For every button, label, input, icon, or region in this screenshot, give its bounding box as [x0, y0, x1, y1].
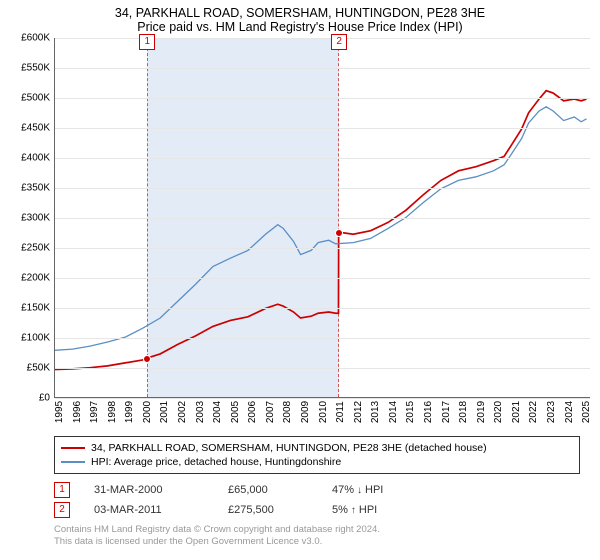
y-tick-label: £250K [21, 243, 50, 254]
chart-title-block: 34, PARKHALL ROAD, SOMERSHAM, HUNTINGDON… [10, 6, 590, 34]
sale-date-2: 03-MAR-2011 [94, 504, 204, 516]
x-tick-label: 1995 [54, 401, 65, 423]
y-tick-label: £300K [21, 213, 50, 224]
chart-title-subtitle: Price paid vs. HM Land Registry's House … [10, 20, 590, 34]
y-tick-label: £350K [21, 183, 50, 194]
sales-table: 1 31-MAR-2000 £65,000 47% ↓ HPI 2 03-MAR… [54, 480, 580, 520]
legend-swatch-hpi [61, 461, 85, 463]
sale-diff-2: 5% ↑ HPI [332, 504, 377, 516]
x-tick-label: 2017 [441, 401, 452, 423]
sale-price-1: £65,000 [228, 484, 308, 496]
sale-point [335, 229, 343, 237]
x-tick-label: 1999 [124, 401, 135, 423]
x-tick-label: 2022 [528, 401, 539, 423]
price-chart-container: 34, PARKHALL ROAD, SOMERSHAM, HUNTINGDON… [0, 0, 600, 553]
sale-row-2: 2 03-MAR-2011 £275,500 5% ↑ HPI [54, 500, 580, 520]
y-tick-label: £500K [21, 93, 50, 104]
x-axis: 1995 1996 1997 1998 1999 2000 2001 2002 2003 2004… [54, 398, 590, 430]
y-tick-label: £200K [21, 273, 50, 284]
x-tick-label: 2004 [212, 401, 223, 423]
sale-marker-2: 2 [54, 502, 70, 518]
y-tick-label: £450K [21, 123, 50, 134]
x-tick-label: 2012 [353, 401, 364, 423]
sale-date-1: 31-MAR-2000 [94, 484, 204, 496]
series-line-hpi [55, 107, 587, 351]
x-tick-label: 2015 [405, 401, 416, 423]
attribution: Contains HM Land Registry data © Crown c… [54, 524, 580, 549]
y-tick-label: £400K [21, 153, 50, 164]
x-tick-label: 2014 [388, 401, 399, 423]
x-tick-label: 2013 [370, 401, 381, 423]
x-tick-label: 2018 [458, 401, 469, 423]
attribution-line2: This data is licensed under the Open Gov… [54, 536, 580, 548]
y-tick-label: £150K [21, 303, 50, 314]
x-tick-label: 2007 [265, 401, 276, 423]
x-tick-label: 2002 [177, 401, 188, 423]
sale-row-1: 1 31-MAR-2000 £65,000 47% ↓ HPI [54, 480, 580, 500]
x-tick-label: 1998 [107, 401, 118, 423]
sale-marker-box: 1 [139, 34, 155, 50]
series-line-price_paid [55, 91, 587, 370]
sale-diff-pct-2: 5% [332, 504, 348, 516]
x-tick-label: 2005 [230, 401, 241, 423]
y-tick-label: £0 [39, 393, 50, 404]
arrow-down-icon: ↓ [357, 485, 362, 496]
x-tick-label: 2001 [159, 401, 170, 423]
x-tick-label: 2010 [318, 401, 329, 423]
x-tick-label: 2019 [476, 401, 487, 423]
sale-price-2: £275,500 [228, 504, 308, 516]
sale-diff-1: 47% ↓ HPI [332, 484, 383, 496]
x-tick-label: 2021 [511, 401, 522, 423]
y-tick-label: £550K [21, 63, 50, 74]
x-tick-label: 1997 [89, 401, 100, 423]
x-tick-label: 2016 [423, 401, 434, 423]
attribution-line1: Contains HM Land Registry data © Crown c… [54, 524, 580, 536]
y-tick-label: £600K [21, 33, 50, 44]
legend-swatch-price-paid [61, 447, 85, 449]
legend-label-hpi: HPI: Average price, detached house, Hunt… [91, 456, 341, 468]
y-axis: £0£50K£100K£150K£200K£250K£300K£350K£400… [10, 38, 54, 398]
legend-label-price-paid: 34, PARKHALL ROAD, SOMERSHAM, HUNTINGDON… [91, 442, 487, 454]
plot-region: 12 [54, 38, 590, 398]
x-tick-label: 2009 [300, 401, 311, 423]
y-tick-label: £100K [21, 333, 50, 344]
legend-item-hpi: HPI: Average price, detached house, Hunt… [61, 455, 573, 469]
x-tick-label: 2020 [493, 401, 504, 423]
x-tick-label: 2025 [581, 401, 592, 423]
x-tick-label: 1996 [72, 401, 83, 423]
arrow-up-icon: ↑ [351, 505, 356, 516]
chart-legend: 34, PARKHALL ROAD, SOMERSHAM, HUNTINGDON… [54, 436, 580, 474]
x-tick-label: 2023 [546, 401, 557, 423]
sale-diff-label-1: HPI [365, 484, 383, 496]
sale-point [143, 355, 151, 363]
y-tick-label: £50K [27, 363, 50, 374]
legend-item-price-paid: 34, PARKHALL ROAD, SOMERSHAM, HUNTINGDON… [61, 441, 573, 455]
x-tick-label: 2006 [247, 401, 258, 423]
chart-title-address: 34, PARKHALL ROAD, SOMERSHAM, HUNTINGDON… [10, 6, 590, 20]
sale-marker-1: 1 [54, 482, 70, 498]
sale-diff-label-2: HPI [359, 504, 377, 516]
sale-marker-box: 2 [331, 34, 347, 50]
x-tick-label: 2008 [282, 401, 293, 423]
x-tick-label: 2003 [195, 401, 206, 423]
x-tick-label: 2011 [335, 401, 346, 423]
x-tick-label: 2000 [142, 401, 153, 423]
plot-area: £0£50K£100K£150K£200K£250K£300K£350K£400… [10, 38, 590, 398]
x-tick-label: 2024 [564, 401, 575, 423]
sale-diff-pct-1: 47% [332, 484, 354, 496]
